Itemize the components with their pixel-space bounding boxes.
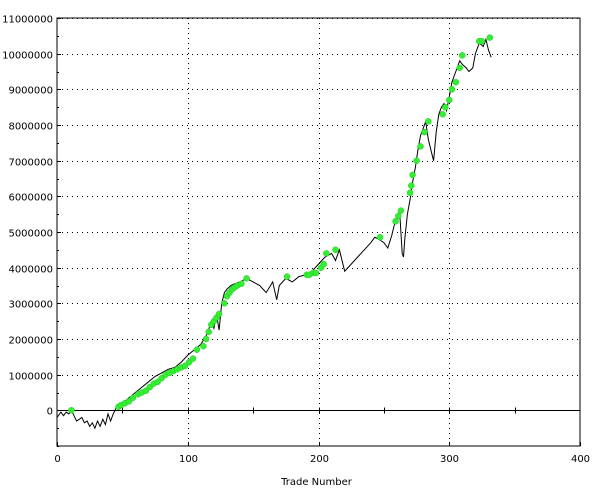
x-axis-title: Trade Number [280, 477, 353, 488]
new-high-marker [395, 212, 402, 220]
series [56, 37, 492, 430]
y-tick-label: 9000000 [8, 86, 53, 97]
new-high-marker [442, 103, 449, 111]
new-high-markers [68, 34, 494, 414]
new-high-marker [406, 189, 414, 197]
new-high-marker [68, 407, 75, 414]
axes [56, 17, 581, 447]
y-tick-label: 3000000 [8, 300, 53, 311]
y-tick-label: 2000000 [8, 336, 53, 347]
y-tick-label: 6000000 [8, 193, 53, 204]
new-high-marker [320, 260, 327, 268]
new-high-marker [459, 52, 466, 59]
new-high-marker [425, 118, 432, 125]
new-high-marker [452, 78, 460, 86]
plot-frame [56, 17, 581, 447]
y-tick-label: 7000000 [8, 158, 53, 169]
y-tick-label: 4000000 [8, 265, 53, 276]
new-high-marker [202, 335, 210, 343]
y-tick-label: 8000000 [8, 122, 53, 133]
y-tick-label: 0 [47, 407, 53, 418]
y-tick-label: 11000000 [2, 15, 53, 26]
x-tick-label: 200 [310, 454, 329, 465]
new-high-marker [221, 300, 228, 307]
tick-labels: 0 1000000 2000000 3000000 4000000 5000000 6000… [2, 15, 590, 466]
new-high-marker [392, 218, 399, 225]
new-high-marker [456, 64, 463, 72]
y-tick-label: 1000000 [8, 372, 53, 383]
new-high-marker [215, 310, 223, 318]
new-high-marker [181, 362, 189, 370]
new-high-marker [446, 96, 453, 104]
new-high-marker [409, 171, 416, 179]
y-tick-label: 10000000 [2, 51, 53, 62]
new-high-marker [397, 207, 405, 214]
new-high-marker [413, 157, 420, 164]
x-tick-label: 400 [571, 454, 590, 465]
new-high-marker [478, 37, 486, 45]
new-high-marker [323, 250, 330, 257]
new-high-marker [205, 328, 212, 336]
new-high-marker [408, 182, 415, 189]
new-high-marker [193, 346, 201, 353]
new-high-marker [283, 273, 291, 280]
new-high-marker [417, 143, 424, 150]
new-high-marker [200, 342, 207, 350]
y-tick-label: 5000000 [8, 229, 53, 240]
new-high-marker [376, 234, 384, 241]
new-high-marker [243, 275, 250, 282]
x-tick-label: 0 [54, 454, 60, 465]
new-high-marker [238, 280, 245, 287]
new-high-marker [439, 111, 446, 118]
new-high-marker [448, 86, 456, 93]
grid [57, 18, 580, 446]
x-tick-label: 100 [179, 454, 198, 465]
new-high-marker [129, 394, 137, 402]
new-high-marker [189, 355, 197, 362]
new-high-marker [332, 246, 339, 254]
equity-line [56, 37, 492, 430]
new-high-marker [312, 269, 320, 277]
x-tick-label: 300 [440, 454, 459, 465]
new-high-marker [421, 128, 428, 136]
new-high-marker [486, 34, 494, 41]
